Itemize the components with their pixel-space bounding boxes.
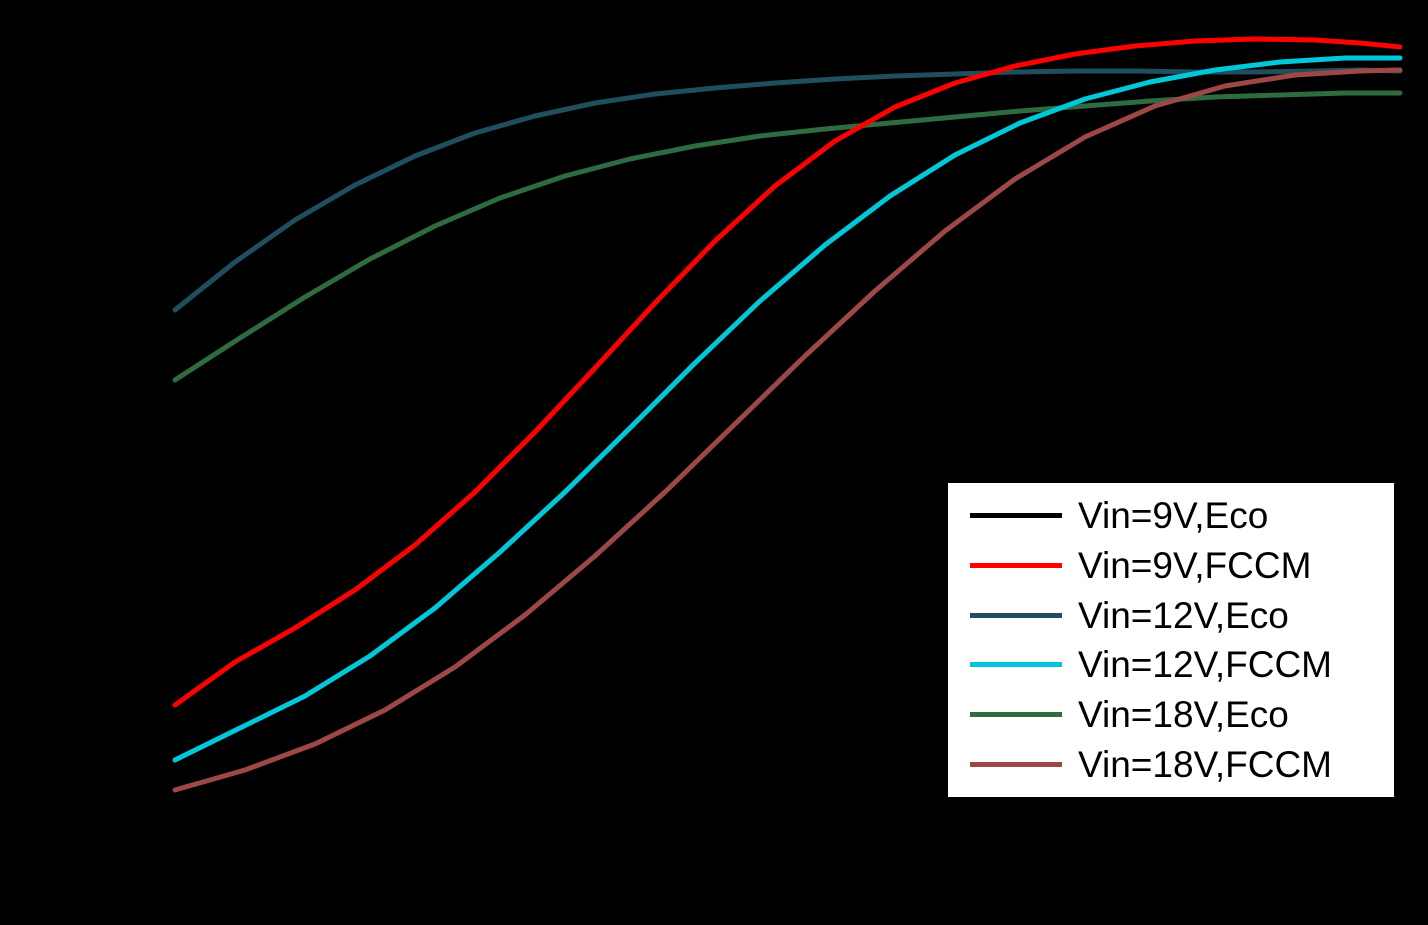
legend-line-sample-18v-eco bbox=[970, 711, 1062, 717]
legend-item: Vin=12V,FCCM bbox=[948, 646, 1394, 683]
legend-item-label: Vin=18V,FCCM bbox=[1078, 743, 1332, 785]
legend-item: Vin=12V,Eco bbox=[948, 597, 1394, 634]
curve-vin-9v-fccm bbox=[172, 36, 1403, 708]
curve-vin-9v-eco bbox=[172, 57, 1403, 258]
legend-line-sample-9v-eco bbox=[970, 513, 1062, 519]
curve-group bbox=[172, 36, 1403, 793]
legend-item-label: Vin=18V,Eco bbox=[1078, 693, 1289, 735]
legend-item: Vin=9V,Eco bbox=[948, 497, 1394, 534]
legend-line-sample-9v-fccm bbox=[970, 562, 1062, 568]
legend-item: Vin=18V,Eco bbox=[948, 696, 1394, 733]
legend: Vin=9V,Eco Vin=9V,FCCM Vin=12V,Eco Vin=1… bbox=[945, 480, 1397, 800]
legend-item: Vin=18V,FCCM bbox=[948, 746, 1394, 783]
curve-vin-18v-eco bbox=[172, 90, 1403, 383]
curve-vin-18v-fccm bbox=[172, 67, 1403, 793]
legend-line-sample-12v-fccm bbox=[970, 662, 1062, 668]
legend-item-label: Vin=12V,FCCM bbox=[1078, 644, 1332, 686]
legend-item-label: Vin=9V,FCCM bbox=[1078, 544, 1312, 586]
curve-vin-12v-eco bbox=[172, 67, 1403, 313]
legend-line-sample-18v-fccm bbox=[970, 761, 1062, 767]
legend-item-label: Vin=9V,Eco bbox=[1078, 495, 1269, 537]
legend-item-label: Vin=12V,Eco bbox=[1078, 594, 1289, 636]
legend-item: Vin=9V,FCCM bbox=[948, 547, 1394, 584]
curve-vin-12v-fccm bbox=[172, 55, 1403, 763]
legend-line-sample-12v-eco bbox=[970, 612, 1062, 618]
